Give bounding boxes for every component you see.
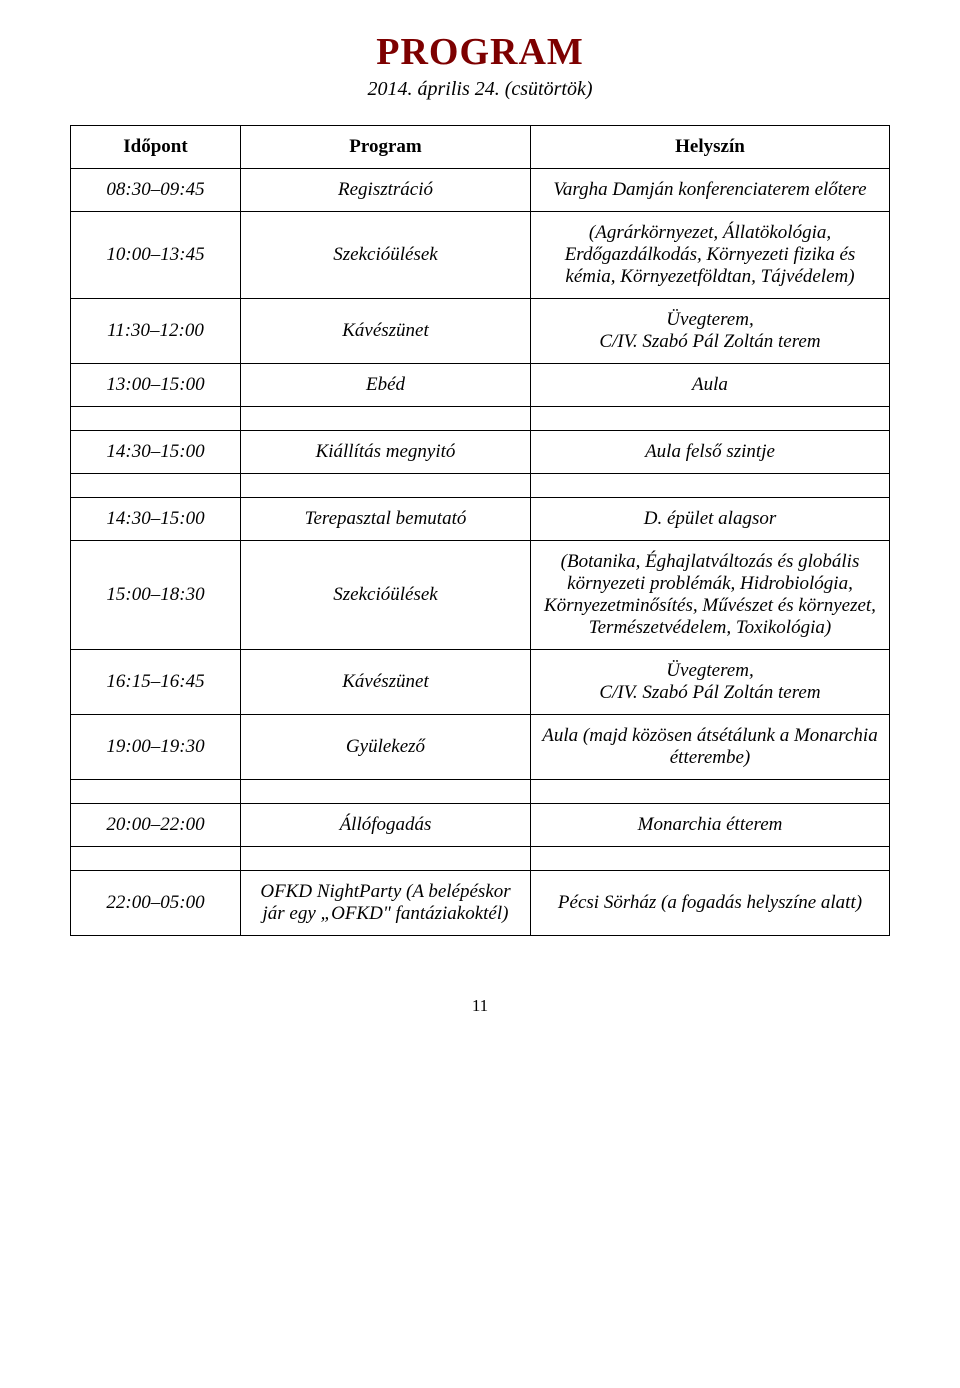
cell-program: OFKD NightParty (A belépéskor jár egy „O… [241, 871, 531, 936]
spacer-cell [241, 407, 531, 431]
table-row: 13:00–15:00EbédAula [71, 364, 890, 407]
page-title: PROGRAM [70, 30, 890, 74]
cell-time: 14:30–15:00 [71, 498, 241, 541]
cell-program: Kávészünet [241, 299, 531, 364]
table-spacer-row [71, 847, 890, 871]
cell-location: Vargha Damján konferenciaterem előtere [531, 169, 890, 212]
spacer-cell [71, 474, 241, 498]
cell-location: D. épület alagsor [531, 498, 890, 541]
cell-location: Monarchia étterem [531, 804, 890, 847]
cell-time: 11:30–12:00 [71, 299, 241, 364]
cell-program: Kávészünet [241, 650, 531, 715]
col-header-location: Helyszín [531, 126, 890, 169]
cell-location: (Botanika, Éghajlatváltozás és globális … [531, 541, 890, 650]
table-row: 16:15–16:45KávészünetÜvegterem,C/IV. Sza… [71, 650, 890, 715]
cell-program: Gyülekező [241, 715, 531, 780]
cell-program: Kiállítás megnyitó [241, 431, 531, 474]
page-subtitle: 2014. április 24. (csütörtök) [70, 78, 890, 101]
table-row: 08:30–09:45RegisztrációVargha Damján kon… [71, 169, 890, 212]
cell-program: Szekcióülések [241, 212, 531, 299]
cell-location: Üvegterem,C/IV. Szabó Pál Zoltán terem [531, 299, 890, 364]
cell-time: 22:00–05:00 [71, 871, 241, 936]
spacer-cell [241, 780, 531, 804]
cell-program: Terepasztal bemutató [241, 498, 531, 541]
cell-time: 13:00–15:00 [71, 364, 241, 407]
cell-location: Aula felső szintje [531, 431, 890, 474]
table-row: 15:00–18:30Szekcióülések(Botanika, Éghaj… [71, 541, 890, 650]
cell-time: 10:00–13:45 [71, 212, 241, 299]
table-row: 19:00–19:30GyülekezőAula (majd közösen á… [71, 715, 890, 780]
table-row: 10:00–13:45Szekcióülések(Agrárkörnyezet,… [71, 212, 890, 299]
spacer-cell [71, 407, 241, 431]
spacer-cell [71, 847, 241, 871]
cell-time: 19:00–19:30 [71, 715, 241, 780]
cell-program: Ebéd [241, 364, 531, 407]
table-row: 14:30–15:00Terepasztal bemutatóD. épület… [71, 498, 890, 541]
cell-time: 16:15–16:45 [71, 650, 241, 715]
table-header-row: Időpont Program Helyszín [71, 126, 890, 169]
spacer-cell [531, 780, 890, 804]
table-spacer-row [71, 407, 890, 431]
cell-program: Regisztráció [241, 169, 531, 212]
cell-location: (Agrárkörnyezet, Állatökológia, Erdőgazd… [531, 212, 890, 299]
table-row: 11:30–12:00KávészünetÜvegterem,C/IV. Sza… [71, 299, 890, 364]
spacer-cell [241, 847, 531, 871]
table-row: 14:30–15:00Kiállítás megnyitóAula felső … [71, 431, 890, 474]
spacer-cell [241, 474, 531, 498]
schedule-table: Időpont Program Helyszín 08:30–09:45Regi… [70, 125, 890, 936]
cell-location: Aula [531, 364, 890, 407]
cell-time: 14:30–15:00 [71, 431, 241, 474]
cell-location: Aula (majd közösen átsétálunk a Monarchi… [531, 715, 890, 780]
spacer-cell [71, 780, 241, 804]
spacer-cell [531, 847, 890, 871]
table-spacer-row [71, 474, 890, 498]
cell-time: 08:30–09:45 [71, 169, 241, 212]
cell-program: Állófogadás [241, 804, 531, 847]
cell-time: 15:00–18:30 [71, 541, 241, 650]
table-row: 20:00–22:00ÁllófogadásMonarchia étterem [71, 804, 890, 847]
spacer-cell [531, 474, 890, 498]
cell-location: Pécsi Sörház (a fogadás helyszíne alatt) [531, 871, 890, 936]
spacer-cell [531, 407, 890, 431]
col-header-time: Időpont [71, 126, 241, 169]
table-spacer-row [71, 780, 890, 804]
cell-location: Üvegterem,C/IV. Szabó Pál Zoltán terem [531, 650, 890, 715]
cell-program: Szekcióülések [241, 541, 531, 650]
cell-time: 20:00–22:00 [71, 804, 241, 847]
page-number: 11 [70, 996, 890, 1016]
col-header-program: Program [241, 126, 531, 169]
table-row: 22:00–05:00OFKD NightParty (A belépéskor… [71, 871, 890, 936]
